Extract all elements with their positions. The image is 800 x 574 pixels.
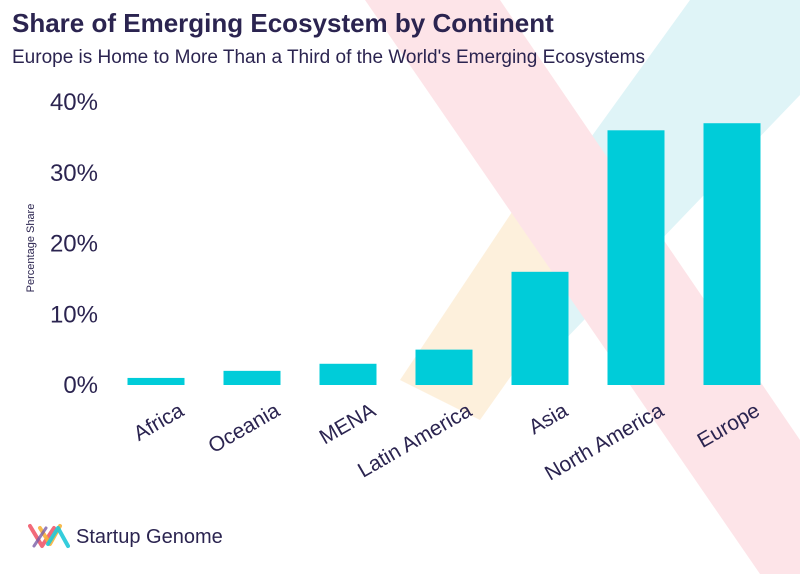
bar xyxy=(223,370,281,385)
x-tick-label: MENA xyxy=(316,399,380,449)
bar xyxy=(127,377,185,385)
bar xyxy=(703,123,761,385)
y-axis-label: Percentage Share xyxy=(25,204,37,293)
x-tick-label: Asia xyxy=(525,399,572,440)
x-tick-label: Africa xyxy=(130,399,188,446)
y-tick-label: 10% xyxy=(50,301,98,328)
bar xyxy=(607,130,665,385)
bar xyxy=(319,363,377,385)
chart-title: Share of Emerging Ecosystem by Continent xyxy=(12,8,554,38)
y-tick-label: 30% xyxy=(50,160,98,187)
deco-band-pink xyxy=(365,0,800,574)
brand-name: Startup Genome xyxy=(76,525,223,548)
x-tick-label: Oceania xyxy=(204,399,284,458)
chart-subtitle: Europe is Home to More Than a Third of t… xyxy=(12,47,646,68)
y-tick-label: 40% xyxy=(50,89,98,116)
startup-genome-logo-icon xyxy=(28,524,70,548)
x-tick-label: Europe xyxy=(694,399,764,453)
brand-logo: Startup Genome xyxy=(28,522,223,552)
bar xyxy=(415,349,473,385)
y-axis: 0% 10% 20% 30% 40% xyxy=(50,89,98,399)
bars xyxy=(127,123,761,385)
y-tick-label: 20% xyxy=(50,231,98,258)
y-tick-label: 0% xyxy=(63,372,98,399)
bar xyxy=(511,271,569,385)
